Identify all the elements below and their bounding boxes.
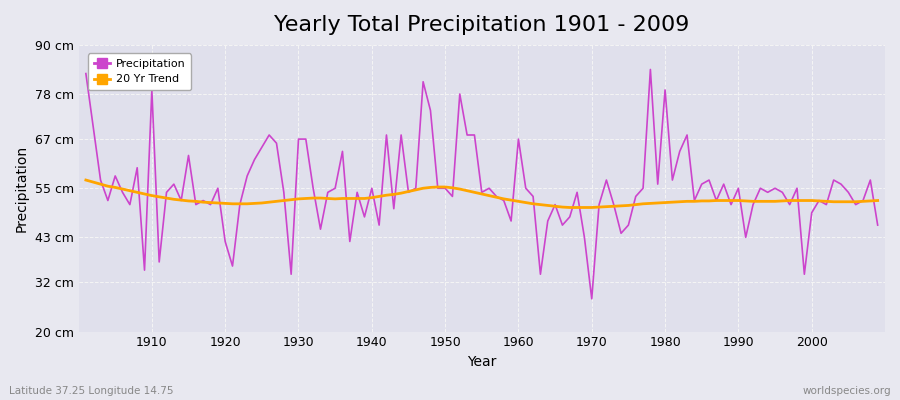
Legend: Precipitation, 20 Yr Trend: Precipitation, 20 Yr Trend <box>88 53 191 90</box>
Y-axis label: Precipitation: Precipitation <box>15 145 29 232</box>
Text: worldspecies.org: worldspecies.org <box>803 386 891 396</box>
Text: Latitude 37.25 Longitude 14.75: Latitude 37.25 Longitude 14.75 <box>9 386 174 396</box>
X-axis label: Year: Year <box>467 355 497 369</box>
Title: Yearly Total Precipitation 1901 - 2009: Yearly Total Precipitation 1901 - 2009 <box>274 15 689 35</box>
